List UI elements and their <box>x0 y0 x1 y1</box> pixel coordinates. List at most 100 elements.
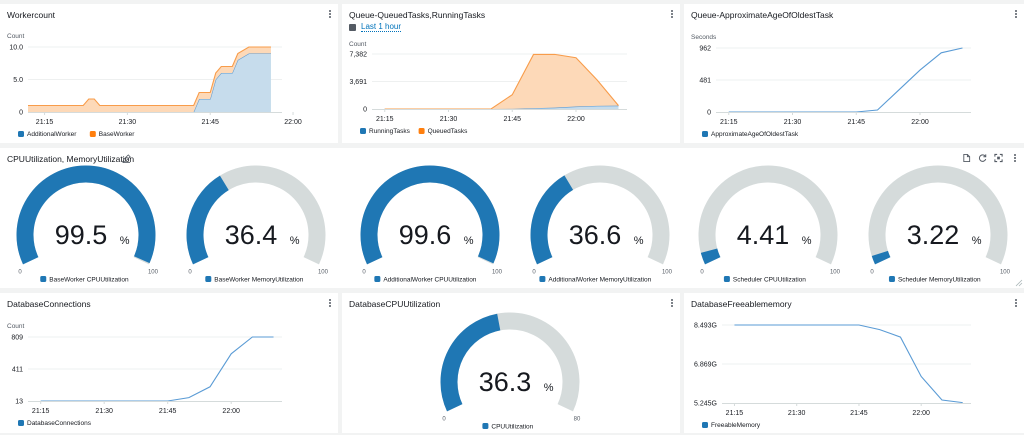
x-tick-label: 21:15 <box>36 119 54 126</box>
gauge-min-label: 0 <box>870 269 874 275</box>
legend-swatch <box>205 276 212 282</box>
area-queuedtasks <box>384 54 619 109</box>
x-tick-label: 21:45 <box>850 410 868 417</box>
panel-workercount: Workercount Count 0 5.0 10.0 21:15 21:30 21:45… <box>0 4 338 143</box>
more-options-icon[interactable] <box>327 9 333 21</box>
resize-handle[interactable] <box>1015 279 1023 287</box>
panel-db-cpu: DatabaseCPUUtilization 36.3% 0 80 CPUUtiliz… <box>342 293 680 433</box>
legend-swatch <box>40 276 47 282</box>
panel-title: CPUUtilization, MemoryUtilization <box>7 154 135 164</box>
legend-swatch <box>702 131 708 137</box>
panel-gauges: CPUUtilization, MemoryUtilization 99.5% 0… <box>0 148 1024 288</box>
gauge-track <box>868 165 1008 265</box>
legend-swatch <box>374 276 381 282</box>
y-tick-label: 6.869G <box>694 362 717 369</box>
legend-label: FreeableMemory <box>711 422 761 429</box>
y-tick-label: 3,691 <box>349 79 367 86</box>
y-tick-label: 5.0 <box>13 77 23 84</box>
legend-swatch <box>702 422 708 428</box>
panel-title: Workercount <box>7 10 56 20</box>
chart-db-memory: 5.245G 6.869G 8.493G 21:15 21:30 21:45 22:00 Fr… <box>694 323 971 429</box>
chart-db-connections: Count 13 411 809 21:15 21:30 21:45 22:00 Databas… <box>7 323 282 427</box>
y-axis-label: Count <box>7 323 25 330</box>
gauge-max-label: 100 <box>148 269 159 275</box>
more-options-icon[interactable] <box>1013 9 1019 21</box>
legend-swatch <box>89 131 96 137</box>
legend-swatch <box>418 128 425 134</box>
legend-label: RunningTasks <box>369 128 411 135</box>
legend-swatch <box>18 420 24 426</box>
legend-label: ApproximateAgeOfOldestTask <box>711 131 799 138</box>
area-additionalworker <box>28 53 271 112</box>
x-tick-label: 22:00 <box>567 116 585 123</box>
gauge-value: 99.6 <box>399 220 452 250</box>
chart-queue-age: Seconds 0 481 962 21:15 21:30 21:45 22:00 Approx… <box>691 34 971 138</box>
gauge-min-label: 0 <box>700 269 704 275</box>
x-tick-label: 21:15 <box>32 408 50 415</box>
document-icon[interactable] <box>962 153 971 163</box>
y-axis-label: Count <box>349 41 367 48</box>
y-tick-label: 481 <box>699 78 711 85</box>
legend-label: BaseWorker CPUUtilization <box>49 277 129 284</box>
more-options-icon[interactable] <box>1010 153 1019 163</box>
y-tick-label: 0 <box>707 110 711 117</box>
more-options-icon[interactable] <box>1013 298 1019 310</box>
y-axis-label: Seconds <box>691 34 717 41</box>
x-tick-label: 21:30 <box>788 410 806 417</box>
legend-swatch <box>18 131 24 137</box>
gauge-value: 99.5 <box>55 220 108 250</box>
legend-swatch <box>888 276 895 282</box>
x-tick-label: 21:30 <box>95 408 113 415</box>
gauge-value-arc <box>871 250 891 265</box>
x-tick-label: 21:30 <box>440 116 458 123</box>
gauge-max-label: 100 <box>318 269 329 275</box>
line-freeablememory <box>734 324 963 404</box>
more-options-icon[interactable] <box>669 9 675 21</box>
fullscreen-icon[interactable] <box>994 153 1003 163</box>
gauge-value-arc <box>530 175 574 265</box>
legend-label: BaseWorker <box>99 131 135 138</box>
y-tick-label: 7,382 <box>349 52 367 59</box>
gauge-min-label: 0 <box>18 269 22 275</box>
gauge-unit: % <box>464 235 474 247</box>
refresh-icon[interactable] <box>978 153 987 163</box>
time-range[interactable]: Last 1 hour <box>349 22 402 32</box>
chart-queue-tasks: Count 0 3,691 7,382 21:15 21:30 21:45 22:00 Runn… <box>349 41 627 135</box>
gauge-value: 36.6 <box>569 220 622 250</box>
gauges-chart: 99.5 % 0 100 BaseWorker CPUUtilization 36.4 % 0… <box>16 165 1011 284</box>
x-tick-label: 22:00 <box>284 119 302 126</box>
x-tick-label: 21:30 <box>119 119 137 126</box>
time-range-link[interactable]: Last 1 hour <box>361 22 402 32</box>
y-tick-label: 0 <box>19 110 23 117</box>
widget-toolbar <box>962 153 1019 163</box>
y-tick-label: 411 <box>12 367 23 374</box>
panel-queue-age: Queue-ApproximateAgeOfOldestTask Seconds… <box>684 4 1024 143</box>
more-options-icon[interactable] <box>669 298 675 310</box>
area-runningtasks <box>384 105 619 109</box>
panel-title: Queue-QueuedTasks,RunningTasks <box>349 10 486 20</box>
gauge-unit: % <box>120 235 130 247</box>
gauge-max-label: 100 <box>492 269 503 275</box>
chart-workercount: Count 0 5.0 10.0 21:15 21:30 21:45 22:00 Additio… <box>7 33 302 138</box>
legend-label: DatabaseConnections <box>27 420 92 427</box>
y-tick-label: 10.0 <box>9 45 23 52</box>
gauge-max-label: 100 <box>662 269 673 275</box>
x-tick-label: 21:45 <box>847 119 865 126</box>
gauge-unit: % <box>634 235 644 247</box>
gauge-value-arc <box>360 165 500 265</box>
edit-title-icon[interactable] <box>122 154 131 163</box>
gauge-value: 4.41 <box>737 220 790 250</box>
more-options-icon[interactable] <box>327 298 333 310</box>
legend-swatch <box>482 423 489 429</box>
panel-db-connections: DatabaseConnections Count 13 411 809 21:15 21… <box>0 293 338 433</box>
x-tick-label: 22:00 <box>912 410 930 417</box>
legend-label: Scheduler MemoryUtilization <box>898 277 981 284</box>
y-tick-label: 962 <box>699 46 711 53</box>
x-tick-label: 21:15 <box>726 410 744 417</box>
x-tick-label: 21:15 <box>376 116 394 123</box>
legend-label: CPUUtilization <box>491 424 533 431</box>
legend-swatch <box>723 276 730 282</box>
x-tick-label: 21:45 <box>159 408 177 415</box>
panel-title: DatabaseFreeablememory <box>691 299 792 309</box>
gauge-value-arc <box>700 248 721 265</box>
